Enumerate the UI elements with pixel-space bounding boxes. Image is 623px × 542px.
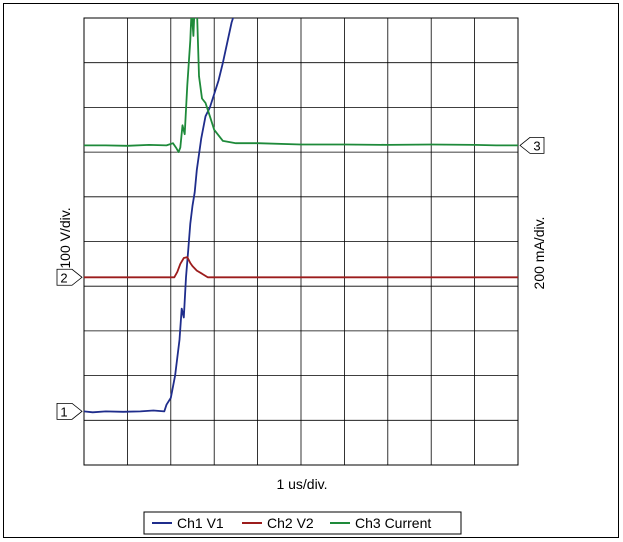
series-line-ch1: [84, 18, 234, 414]
legend-box: [143, 511, 462, 535]
legend-item-ch3: Ch3 Current: [330, 515, 431, 531]
legend-label: Ch2 V2: [267, 515, 314, 531]
marker-flag: [56, 268, 83, 286]
legend: Ch1 V1 Ch2 V2 Ch3 Current: [143, 511, 462, 535]
legend-label: Ch1 V1: [177, 515, 224, 531]
channel-marker-1: 1: [56, 402, 83, 420]
channel-marker-3: 3: [519, 136, 545, 154]
series-line-ch3: [84, 18, 518, 154]
marker-label: 1: [60, 404, 67, 419]
channel-markers: 1 2 3: [56, 136, 545, 420]
marker-label: 2: [60, 270, 67, 285]
legend-item-ch1: Ch1 V1: [152, 515, 224, 531]
y-axis-label-left: 100 V/div.: [57, 207, 73, 268]
series-line-ch2: [84, 256, 518, 279]
legend-item-ch2: Ch2 V2: [242, 515, 314, 531]
x-axis-label: 1 us/div.: [276, 476, 327, 492]
marker-flag: [56, 402, 83, 420]
marker-label: 3: [533, 138, 540, 153]
marker-flag: [519, 136, 545, 154]
chart-frame: [3, 3, 619, 538]
traces: [84, 18, 518, 414]
channel-marker-2: 2: [56, 268, 83, 286]
legend-label: Ch3 Current: [355, 515, 431, 531]
grid: [83, 17, 519, 466]
y-axis-label-right: 200 mA/div.: [531, 217, 547, 290]
